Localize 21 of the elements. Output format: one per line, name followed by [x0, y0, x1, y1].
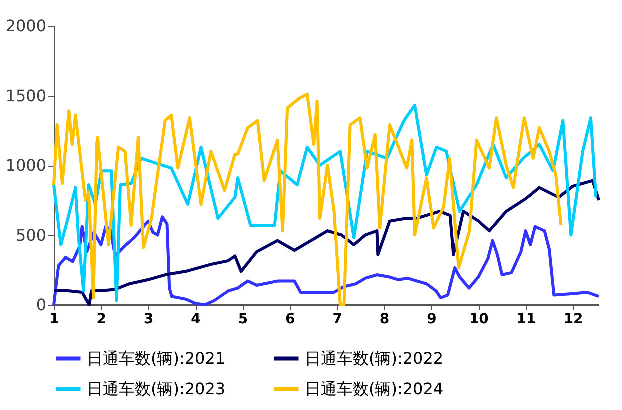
x-tick-label: 2	[96, 312, 107, 328]
legend-label: 日通车数(辆):2024	[305, 380, 444, 398]
x-tick-label: 5	[238, 312, 248, 328]
x-tick-label: 12	[564, 312, 584, 328]
y-tick-label: 1000	[6, 156, 46, 175]
legend-label: 日通车数(辆):2021	[87, 348, 226, 368]
legend-label: 日通车数(辆):2023	[87, 380, 226, 398]
x-tick-label: 8	[380, 312, 390, 328]
y-tick-label: 2000	[6, 16, 46, 36]
x-tick-label: 10	[469, 312, 490, 328]
y-tick-label: 0	[36, 296, 46, 314]
y-tick-label: 500	[16, 226, 46, 245]
x-tick-label: 9	[427, 312, 437, 328]
x-tick-label: 3	[144, 312, 154, 328]
x-tick-label: 1	[50, 312, 60, 328]
x-tick-label: 11	[516, 312, 536, 328]
x-tick-label: 4	[191, 312, 202, 328]
y-tick-label: 1500	[6, 86, 46, 106]
legend-label: 日通车数(辆):2022	[305, 348, 444, 368]
x-tick-label: 7	[332, 312, 342, 328]
x-tick-label: 6	[286, 312, 296, 328]
